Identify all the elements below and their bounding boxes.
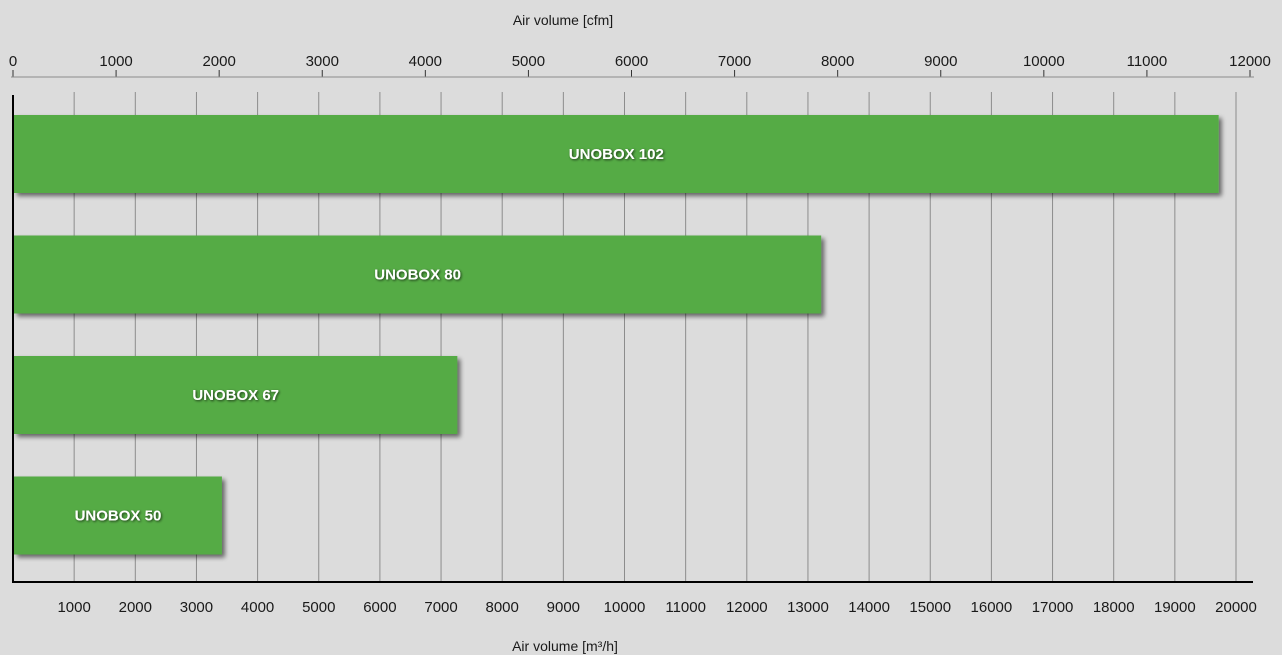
bottom-tick-label: 2000 — [119, 599, 152, 616]
bottom-tick-label: 1000 — [57, 599, 90, 616]
bottom-tick-label: 4000 — [241, 599, 274, 616]
top-axis-ticks: 0 1000 2000 3000 4000 5000 6000 7000 8000 9000 100… — [9, 53, 1271, 78]
bar-label: UNOBOX 80 — [374, 267, 461, 284]
top-tick-label: 9000 — [924, 53, 957, 70]
bar-label: UNOBOX 67 — [192, 387, 279, 404]
top-tick-label: 2000 — [202, 53, 235, 70]
top-tick-label: 5000 — [512, 53, 545, 70]
bottom-tick-label: 5000 — [302, 599, 335, 616]
top-axis-title: Air volume [cfm] — [513, 12, 613, 28]
top-tick-label: 10000 — [1023, 53, 1065, 70]
top-tick-label: 12000 — [1229, 53, 1271, 70]
bottom-tick-label: 8000 — [486, 599, 519, 616]
bar — [14, 235, 822, 314]
bottom-tick-label: 12000 — [726, 599, 768, 616]
bottom-tick-label: 9000 — [547, 599, 580, 616]
top-tick-label: 3000 — [306, 53, 339, 70]
bottom-tick-label: 11000 — [665, 599, 706, 616]
bottom-tick-label: 7000 — [424, 599, 457, 616]
bottom-axis-ticks: 1000 2000 3000 4000 5000 6000 7000 8000 9000 1000… — [57, 599, 1256, 616]
top-tick-label: 8000 — [821, 53, 854, 70]
top-tick-label: 1000 — [99, 53, 132, 70]
bar — [14, 356, 458, 434]
top-tick-label: 11000 — [1127, 53, 1168, 70]
bottom-tick-label: 13000 — [787, 599, 829, 616]
bottom-axis-title: Air volume [m³/h] — [512, 638, 618, 654]
top-tick-label: 6000 — [615, 53, 648, 70]
bottom-tick-label: 20000 — [1215, 599, 1257, 616]
bottom-tick-label: 16000 — [971, 599, 1013, 616]
bar-label: UNOBOX 102 — [569, 146, 664, 163]
bar — [14, 476, 222, 555]
bottom-tick-label: 17000 — [1032, 599, 1074, 616]
bottom-tick-label: 6000 — [363, 599, 396, 616]
bottom-tick-label: 18000 — [1093, 599, 1135, 616]
top-tick-label: 7000 — [718, 53, 751, 70]
top-tick-label: 4000 — [409, 53, 442, 70]
top-tick-label: 0 — [9, 53, 17, 70]
bar — [14, 115, 1219, 193]
bar-label: UNOBOX 50 — [75, 508, 162, 525]
bars: UNOBOX 102 UNOBOX 80 UNOBOX 67 UNOBOX 50 — [14, 115, 1219, 555]
bottom-tick-label: 14000 — [848, 599, 890, 616]
bottom-tick-label: 3000 — [180, 599, 213, 616]
bottom-tick-label: 10000 — [604, 599, 646, 616]
bottom-tick-label: 19000 — [1154, 599, 1196, 616]
bottom-tick-label: 15000 — [909, 599, 951, 616]
